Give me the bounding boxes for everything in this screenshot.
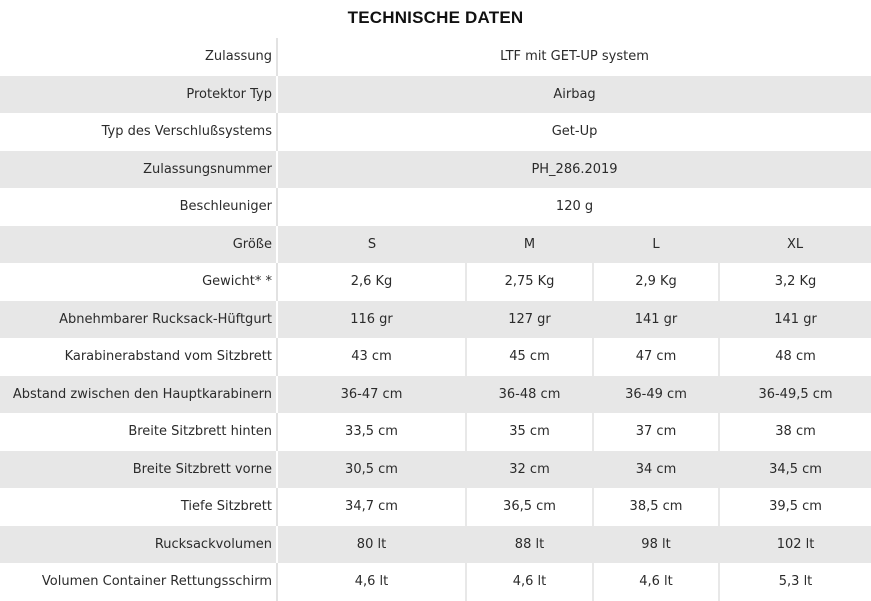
size-header-cell: XL [719,225,871,263]
table-row-karabinerabstand: Karabinerabstand vom Sitzbrett 43 cm 45 … [0,338,871,376]
row-label: Gewicht* * [0,263,278,301]
table-row-sitzbrett-hinten: Breite Sitzbrett hinten 33,5 cm 35 cm 37… [0,413,871,451]
spec-table: Zulassung LTF mit GET-UP system Protekto… [0,38,871,601]
row-label: Breite Sitzbrett hinten [0,413,278,451]
table-row-tiefe-sitzbrett: Tiefe Sitzbrett 34,7 cm 36,5 cm 38,5 cm … [0,488,871,526]
row-label: Zulassungsnummer [0,150,278,188]
table-cell: 116 gr [277,300,466,338]
table-cell: 4,6 lt [592,563,719,601]
table-cell: 34,5 cm [717,450,871,488]
table-cell: 102 lt [717,525,871,563]
table-row-verschlusssystem: Typ des Verschlußsystems Get-Up [0,113,871,151]
table-cell: 36-47 cm [277,375,466,413]
table-cell: 36-48 cm [465,375,593,413]
row-value: LTF mit GET-UP system [277,38,871,76]
table-cell: 38 cm [717,413,871,451]
table-cell: 88 lt [465,525,593,563]
table-row-protektor-typ: Protektor Typ Airbag [0,75,871,113]
table-cell: 34,7 cm [277,488,466,526]
row-value: 120 g [277,188,871,226]
row-label: Tiefe Sitzbrett [0,488,278,526]
table-row-zulassung: Zulassung LTF mit GET-UP system [0,38,871,76]
table-cell: 2,6 Kg [277,263,466,301]
table-cell: 98 lt [592,525,719,563]
table-row-hauptkarabiner: Abstand zwischen den Hauptkarabinern 36-… [0,375,871,413]
table-cell: 39,5 cm [717,488,871,526]
table-cell: 80 lt [277,525,466,563]
row-label: Karabinerabstand vom Sitzbrett [0,338,278,376]
row-label: Volumen Container Rettungsschirm [0,563,278,601]
table-cell: 36-49 cm [592,375,719,413]
table-cell: 45 cm [465,338,593,376]
row-label: Typ des Verschlußsystems [0,113,278,151]
table-cell: 4,6 lt [465,563,593,601]
row-label: Rucksackvolumen [0,525,278,563]
table-cell: 5,3 lt [717,563,871,601]
table-cell: 141 gr [592,300,719,338]
page-title: TECHNISCHE DATEN [0,0,871,38]
row-label: Zulassung [0,38,278,76]
row-value: PH_286.2019 [277,150,871,188]
table-cell: 37 cm [592,413,719,451]
size-header-label: Größe [0,225,278,263]
table-cell: 141 gr [717,300,871,338]
table-cell: 38,5 cm [592,488,719,526]
row-value: Airbag [277,75,871,113]
size-header-cell: L [593,225,719,263]
table-cell: 48 cm [717,338,871,376]
table-cell: 32 cm [465,450,593,488]
row-label: Abnehmbarer Rucksack-Hüftgurt [0,300,278,338]
table-cell: 35 cm [465,413,593,451]
table-cell: 33,5 cm [277,413,466,451]
table-cell: 2,75 Kg [465,263,593,301]
table-cell: 34 cm [592,450,719,488]
table-cell: 30,5 cm [277,450,466,488]
size-header-cell: M [466,225,593,263]
table-cell: 36-49,5 cm [717,375,871,413]
table-cell: 127 gr [465,300,593,338]
table-cell: 3,2 Kg [717,263,871,301]
table-cell: 43 cm [277,338,466,376]
table-cell: 47 cm [592,338,719,376]
table-cell: 4,6 lt [277,563,466,601]
table-row-sitzbrett-vorne: Breite Sitzbrett vorne 30,5 cm 32 cm 34 … [0,450,871,488]
table-row-beschleuniger: Beschleuniger 120 g [0,188,871,226]
row-label: Beschleuniger [0,188,278,226]
row-value: Get-Up [277,113,871,151]
row-label: Protektor Typ [0,75,278,113]
table-row-rucksackvolumen: Rucksackvolumen 80 lt 88 lt 98 lt 102 lt [0,525,871,563]
size-header-row: Größe S M L XL [0,225,871,263]
row-label: Abstand zwischen den Hauptkarabinern [0,375,278,413]
table-row-rettungsschirm-container: Volumen Container Rettungsschirm 4,6 lt … [0,563,871,601]
table-cell: 2,9 Kg [592,263,719,301]
table-row-gewicht: Gewicht* * 2,6 Kg 2,75 Kg 2,9 Kg 3,2 Kg [0,263,871,301]
row-label: Breite Sitzbrett vorne [0,450,278,488]
table-row-hueftgurt: Abnehmbarer Rucksack-Hüftgurt 116 gr 127… [0,300,871,338]
table-row-zulassungsnummer: Zulassungsnummer PH_286.2019 [0,150,871,188]
table-cell: 36,5 cm [465,488,593,526]
size-header-cell: S [277,225,466,263]
